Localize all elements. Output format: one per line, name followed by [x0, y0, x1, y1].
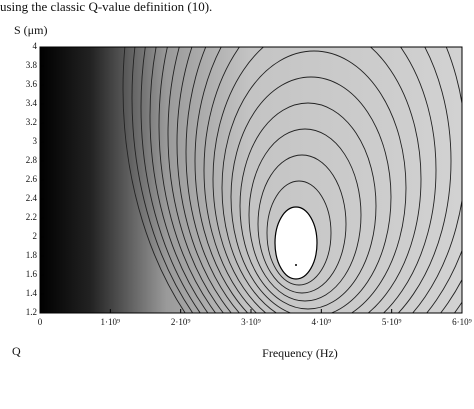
y-tick-label: 1.8 [26, 250, 38, 260]
header-text: using the classic Q-value definition (10… [0, 0, 212, 14]
x-tick-label: 6·10⁹ [452, 317, 472, 327]
y-tick-label: 1.6 [26, 269, 38, 279]
x-tick-label: 4·10⁹ [312, 317, 332, 327]
contour-line [194, 47, 452, 313]
y-tick-label: 2 [33, 231, 38, 241]
contour-line [230, 76, 392, 313]
contour-line [248, 128, 362, 302]
y-tick-label: 2.4 [26, 193, 38, 203]
y-tick-label: 1.4 [26, 288, 38, 298]
contour-line [203, 47, 437, 313]
contour-line [266, 180, 332, 286]
contour-line [122, 47, 186, 313]
x-axis-label: Frequency (Hz) [262, 346, 338, 360]
y-tick-label: 2.6 [26, 174, 38, 184]
contours [122, 47, 462, 313]
contour-line [221, 50, 407, 313]
peak-dot [295, 264, 297, 266]
x-tick-label: 3·10⁹ [241, 317, 261, 327]
y-tick-label: 2.8 [26, 155, 38, 165]
x-tick-label: 0 [38, 317, 43, 327]
y-tick-label: 3.6 [26, 79, 38, 89]
y-tick-label: 3.4 [26, 98, 38, 108]
y-tick-label: 3.2 [26, 117, 37, 127]
y-axis-label: S (μm) [14, 23, 47, 37]
contour-line [149, 47, 209, 313]
contour-peak [274, 206, 318, 280]
y-tick-label: 3 [33, 136, 38, 146]
plot-background [40, 47, 462, 313]
y-tick-label: 2.2 [26, 212, 37, 222]
x-tick-label: 2·10⁹ [171, 317, 191, 327]
contour-line [176, 47, 462, 313]
contour-line [239, 102, 377, 310]
contour-line [158, 47, 462, 313]
contour-line [212, 47, 422, 313]
contour-line [140, 47, 201, 313]
y-tick-label: 1.2 [26, 307, 37, 317]
contour-line [257, 154, 347, 294]
x-tick-label: 1·10⁹ [101, 317, 121, 327]
corner-label: Q [12, 344, 21, 358]
x-tick-label: 5·10⁹ [382, 317, 402, 327]
y-tick-label: 4 [33, 41, 38, 51]
contour-line [185, 47, 462, 313]
y-tick-label: 3.8 [26, 60, 38, 70]
contour-line [167, 47, 462, 313]
contour-line [131, 47, 194, 313]
